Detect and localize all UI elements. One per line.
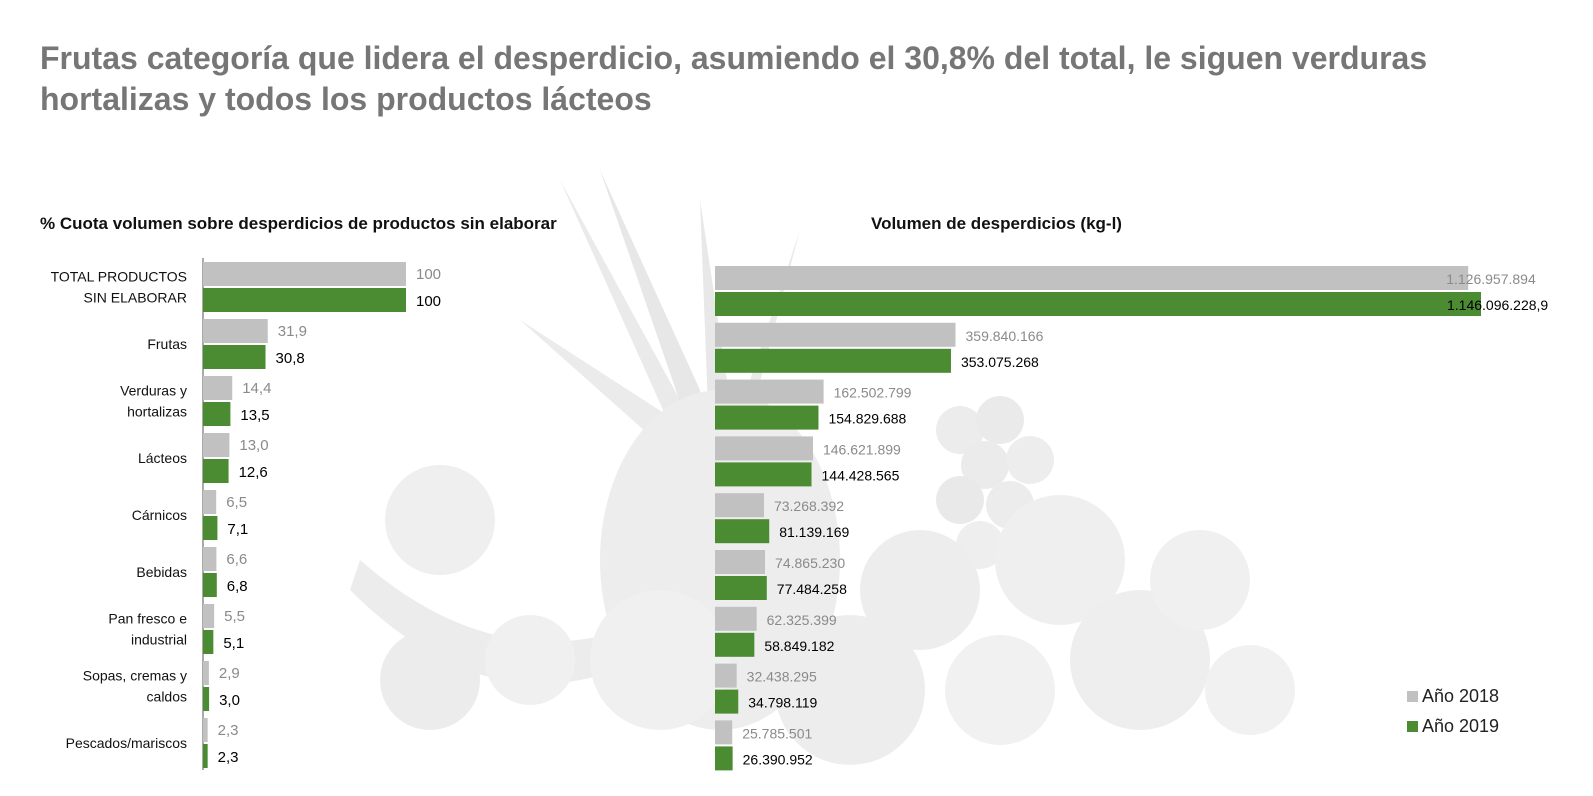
data-label-2018: 62.325.399	[767, 612, 837, 628]
data-label-2018: 25.785.501	[742, 725, 812, 741]
data-label-2019: 353.075.268	[961, 354, 1039, 370]
data-label-2018: 6,5	[226, 494, 247, 511]
bar-2019	[203, 516, 218, 540]
data-label-2018: 2,9	[219, 665, 240, 682]
data-label-2019: 58.849.182	[764, 638, 834, 654]
bar-2019	[203, 288, 406, 312]
bar-2018	[203, 604, 215, 628]
legend-swatch-2018	[1407, 691, 1418, 702]
legend-swatch-2019	[1407, 721, 1418, 732]
category-label: Lácteos	[138, 450, 187, 466]
bar-2018	[203, 319, 268, 343]
data-label-2019: 34.798.119	[748, 695, 817, 711]
category-label: Bebidas	[136, 564, 187, 580]
legend-item-2019: Año 2019	[1407, 716, 1499, 737]
data-label-2019: 26.390.952	[743, 751, 813, 767]
bar-2019	[203, 573, 217, 597]
data-label-2019: 7,1	[227, 521, 248, 538]
bar-2019	[203, 345, 266, 369]
bar-2018	[203, 490, 217, 514]
bar-2018	[715, 436, 813, 461]
bar-2018	[715, 379, 824, 404]
category-label: TOTAL PRODUCTOS	[51, 269, 187, 285]
category-label: Frutas	[147, 336, 187, 352]
data-label-2019: 30,8	[276, 350, 305, 367]
data-label-2018: 100	[416, 266, 441, 283]
bar-2019	[203, 744, 208, 768]
bar-2018	[715, 266, 1469, 290]
data-label-2018: 14,4	[242, 380, 271, 397]
legend-item-2018: Año 2018	[1407, 686, 1499, 707]
bar-2018	[715, 720, 733, 745]
share-bar-chart: 100 100 TOTAL PRODUCTOS SIN ELABORAR 31,9 30,…	[51, 258, 441, 770]
bar-2018	[715, 663, 737, 688]
category-label: hortalizas	[127, 404, 187, 420]
category-label: Sopas, cremas y	[83, 668, 187, 684]
bar-2019	[715, 519, 770, 544]
category-label: Verduras y	[120, 383, 187, 399]
data-label-2018: 6,6	[226, 551, 247, 568]
data-label-2018: 146.621.899	[823, 441, 901, 457]
page-title: Frutas categoría que lidera el desperdic…	[40, 40, 1428, 117]
data-label-2019: 81.139.169	[779, 524, 849, 540]
bar-2018	[203, 718, 208, 742]
data-label-2019: 144.428.565	[822, 467, 900, 483]
right-chart-title: Volumen de desperdicios (kg-l)	[871, 214, 1122, 233]
bar-2018	[203, 262, 406, 286]
bar-2018	[203, 376, 233, 400]
bar-2019	[715, 689, 739, 714]
data-label-2019: 6,8	[227, 578, 248, 595]
legend-label-2018: Año 2018	[1422, 686, 1500, 706]
bar-2018	[715, 493, 764, 518]
category-label: Pan fresco e	[108, 611, 187, 627]
data-label-2018: 73.268.392	[774, 498, 844, 514]
bar-2018	[203, 661, 209, 685]
category-label: industrial	[131, 632, 187, 648]
data-label-2019: 12,6	[239, 464, 268, 481]
left-chart-title: % Cuota volumen sobre desperdicios de pr…	[40, 214, 557, 233]
bar-2019	[203, 630, 214, 654]
data-label-2018: 31,9	[278, 323, 307, 340]
data-label-2019: 5,1	[223, 635, 244, 652]
data-label-2018: 32.438.295	[747, 669, 817, 685]
data-label-2019: 1.146.096.228,9	[1447, 297, 1548, 313]
data-label-2018: 74.865.230	[775, 555, 845, 571]
data-label-2019: 13,5	[240, 407, 269, 424]
bar-2019	[715, 462, 812, 487]
bar-2019	[203, 687, 210, 711]
bar-2018	[715, 606, 757, 631]
bar-2019	[203, 402, 231, 426]
data-label-2018: 2,3	[218, 722, 239, 739]
bar-2018	[203, 547, 217, 571]
bar-2019	[715, 405, 819, 430]
data-label-2019: 3,0	[219, 692, 240, 709]
bar-2019	[715, 348, 951, 373]
category-label: SIN ELABORAR	[84, 290, 187, 306]
bar-2019	[715, 632, 755, 657]
data-label-2018: 359.840.166	[966, 328, 1044, 344]
category-label: Pescados/mariscos	[66, 735, 187, 751]
bar-2018	[715, 322, 956, 347]
data-label-2018: 5,5	[224, 608, 245, 625]
data-label-2019: 100	[416, 293, 441, 310]
bar-2018	[715, 550, 766, 574]
category-label: Cárnicos	[132, 507, 187, 523]
bar-2019	[203, 459, 229, 483]
data-label-2019: 154.829.688	[828, 411, 906, 427]
category-label: caldos	[147, 689, 187, 705]
data-label-2018: 1.126.957.894	[1446, 271, 1536, 287]
bar-2019	[715, 292, 1481, 316]
bar-2019	[715, 576, 767, 600]
data-label-2019: 77.484.258	[777, 581, 847, 597]
legend-label-2019: Año 2019	[1422, 716, 1500, 736]
bar-2019	[715, 746, 733, 771]
data-label-2018: 13,0	[239, 437, 268, 454]
data-label-2019: 2,3	[218, 749, 239, 766]
bar-2018	[203, 433, 230, 457]
data-label-2018: 162.502.799	[834, 385, 912, 401]
